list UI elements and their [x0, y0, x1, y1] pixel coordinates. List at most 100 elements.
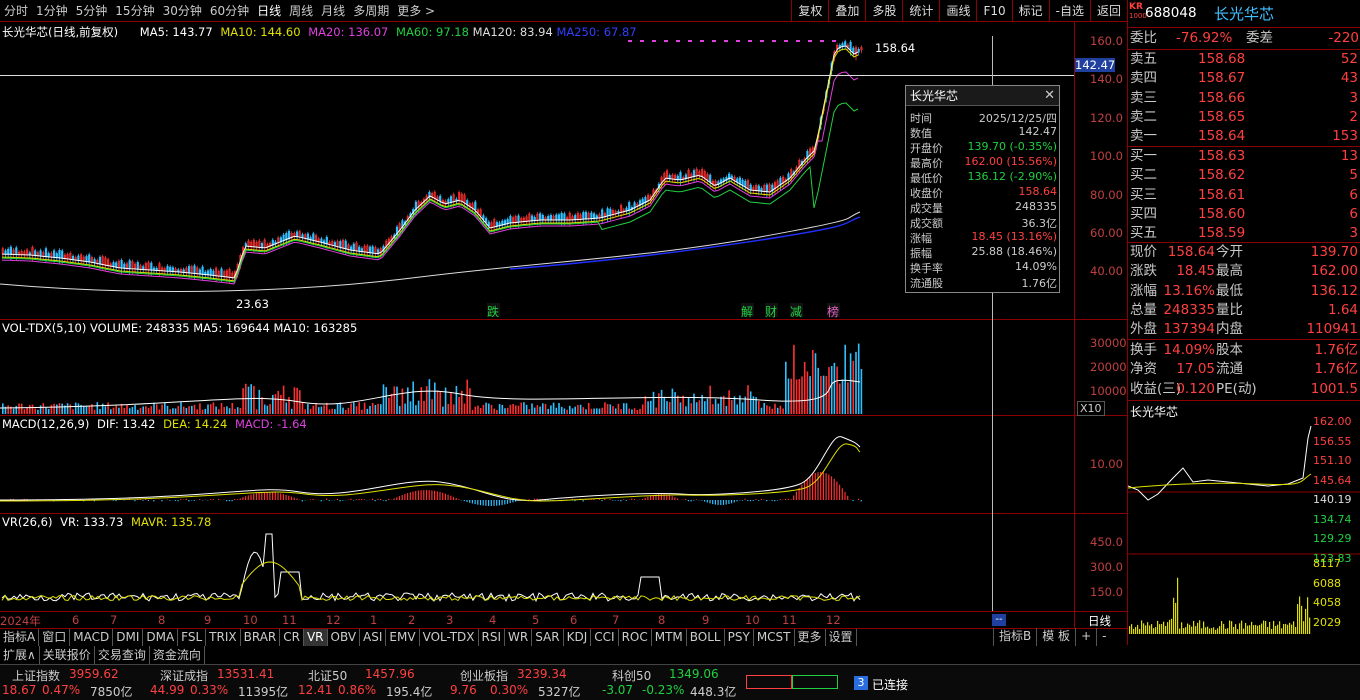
volume-bar [218, 409, 220, 414]
indicator-tab[interactable]: BRAR [241, 629, 281, 646]
index-name[interactable]: 创业板指 [460, 669, 509, 683]
toolbar-button-7[interactable]: -自选 [1048, 0, 1090, 22]
period-tab-3[interactable]: 15分钟 [115, 4, 155, 18]
candle-body [55, 253, 58, 258]
period-tab-10[interactable]: 更多 > [397, 4, 436, 18]
extension-tab[interactable]: 扩展∧ [0, 646, 40, 664]
period-tab-5[interactable]: 60分钟 [209, 4, 250, 18]
indicator-b-tab[interactable]: + [1075, 628, 1096, 646]
event-marker[interactable]: 财 [765, 303, 778, 319]
close-icon[interactable]: ✕ [1044, 88, 1055, 103]
indicator-tab[interactable]: 指标A [0, 629, 40, 646]
indicator-tab[interactable]: 更多 [795, 629, 826, 646]
volume-bar [795, 379, 798, 414]
indicator-tab[interactable]: OBV [328, 629, 361, 646]
period-tab-2[interactable]: 5分钟 [75, 4, 108, 18]
mini-vol-bar [1223, 623, 1225, 634]
order-book-row[interactable]: 买四 158.60 6 [1128, 205, 1360, 224]
volume-bar [250, 384, 252, 414]
indicator-tab[interactable]: PSY [725, 629, 754, 646]
indicator-tab[interactable]: MCST [754, 629, 795, 646]
toolbar-button-5[interactable]: F10 [976, 0, 1011, 22]
extension-tab[interactable]: 关联报价 [40, 646, 95, 664]
toolbar-button-0[interactable]: 复权 [791, 0, 828, 22]
order-book-row[interactable]: 卖二 158.65 2 [1128, 108, 1360, 127]
indicator-b-tab[interactable]: 模 板 [1036, 628, 1075, 646]
period-tab-7[interactable]: 周线 [289, 4, 314, 18]
order-book-row[interactable]: 买一 158.63 13 [1128, 147, 1360, 166]
volume-bar [450, 392, 452, 414]
stat-key: 流通 [1216, 361, 1243, 378]
candle-body [601, 209, 604, 218]
toolbar-button-6[interactable]: 标记 [1011, 0, 1049, 22]
macd-bar [571, 498, 573, 500]
period-label[interactable]: 日线 [1088, 614, 1111, 628]
event-marker[interactable]: 榜 [827, 303, 840, 319]
volume-bar [633, 408, 636, 414]
order-book-row[interactable]: 买三 158.61 6 [1128, 186, 1360, 205]
order-qty: 6 [1349, 205, 1358, 222]
index-name[interactable]: 北证50 [308, 669, 348, 683]
order-book-row[interactable]: 卖五 158.68 52 [1128, 50, 1360, 69]
intraday-mini-chart[interactable] [1128, 418, 1360, 636]
macd-bar [785, 499, 787, 500]
toolbar-button-4[interactable]: 画线 [939, 0, 976, 22]
mini-vol-bar [1253, 625, 1255, 634]
index-name[interactable]: 科创50 [612, 669, 652, 683]
indicator-tab[interactable]: BOLL [687, 629, 725, 646]
indicator-tab[interactable]: DMA [143, 629, 179, 646]
signal-mark [748, 40, 752, 42]
indicator-tab[interactable]: FSL [178, 629, 207, 646]
indicator-tab[interactable]: CR [280, 629, 304, 646]
tooltip-row: 最高价 162.00 (15.56%) [906, 155, 1061, 170]
indicator-tab[interactable]: 窗口 [39, 629, 71, 646]
period-tab-0[interactable]: 分时 [4, 4, 29, 18]
order-book-row[interactable]: 卖三 158.66 3 [1128, 89, 1360, 108]
indicator-b-tab[interactable]: - [1096, 628, 1111, 646]
indicator-tab[interactable]: ASI [360, 629, 387, 646]
order-book-row[interactable]: 卖一 158.64 153 [1128, 127, 1360, 146]
indicator-tab[interactable]: MTM [652, 629, 687, 646]
extension-tab[interactable]: 交易查询 [95, 646, 150, 664]
indicator-tab[interactable]: KDJ [564, 629, 592, 646]
indicator-tab[interactable]: VOL-TDX [420, 629, 479, 646]
indicator-tab[interactable]: 设置 [826, 629, 857, 646]
period-tab-4[interactable]: 30分钟 [162, 4, 202, 18]
indicator-tab[interactable]: WR [505, 629, 533, 646]
toolbar-button-2[interactable]: 多股 [865, 0, 902, 22]
volume-bar [644, 396, 647, 414]
indicator-b-tab[interactable]: 指标B [993, 628, 1036, 646]
event-marker[interactable]: 减 [790, 303, 803, 319]
volume-bar [558, 403, 560, 414]
extension-tab[interactable]: 资金流向 [150, 646, 205, 664]
indicator-tab[interactable]: SAR [532, 629, 564, 646]
index-name[interactable]: 深证成指 [160, 669, 209, 683]
order-book-row[interactable]: 买二 158.62 5 [1128, 166, 1360, 185]
indicator-tab[interactable]: DMI [113, 629, 144, 646]
event-marker[interactable]: 跌 [487, 303, 500, 319]
period-tab-6[interactable]: 日线 [257, 4, 282, 18]
volume-bar [326, 402, 328, 414]
indicator-tab[interactable]: VR [303, 629, 328, 646]
indicator-tab[interactable]: RSI [479, 629, 506, 646]
kline-chart-area[interactable] [0, 22, 1127, 628]
period-tab-1[interactable]: 1分钟 [36, 4, 68, 18]
volume-bar [91, 404, 93, 414]
index-name[interactable]: 上证指数 [12, 669, 61, 683]
indicator-tab[interactable]: EMV [386, 629, 420, 646]
toolbar-button-8[interactable]: 返回 [1089, 0, 1127, 22]
volume-bar [590, 408, 593, 414]
indicator-tab[interactable]: MACD [70, 629, 114, 646]
indicator-tab[interactable]: ROC [619, 629, 652, 646]
mini-vol-bar [1155, 627, 1157, 634]
event-marker[interactable]: 解 [741, 303, 754, 319]
volume-bar [596, 408, 598, 414]
order-book-row[interactable]: 卖四 158.67 43 [1128, 69, 1360, 88]
toolbar-button-1[interactable]: 叠加 [828, 0, 865, 22]
order-book-row[interactable]: 买五 158.59 3 [1128, 224, 1360, 243]
indicator-tab[interactable]: TRIX [206, 629, 241, 646]
period-tab-9[interactable]: 多周期 [353, 4, 390, 18]
indicator-tab[interactable]: CCI [591, 629, 619, 646]
period-tab-8[interactable]: 月线 [321, 4, 346, 18]
toolbar-button-3[interactable]: 统计 [902, 0, 939, 22]
